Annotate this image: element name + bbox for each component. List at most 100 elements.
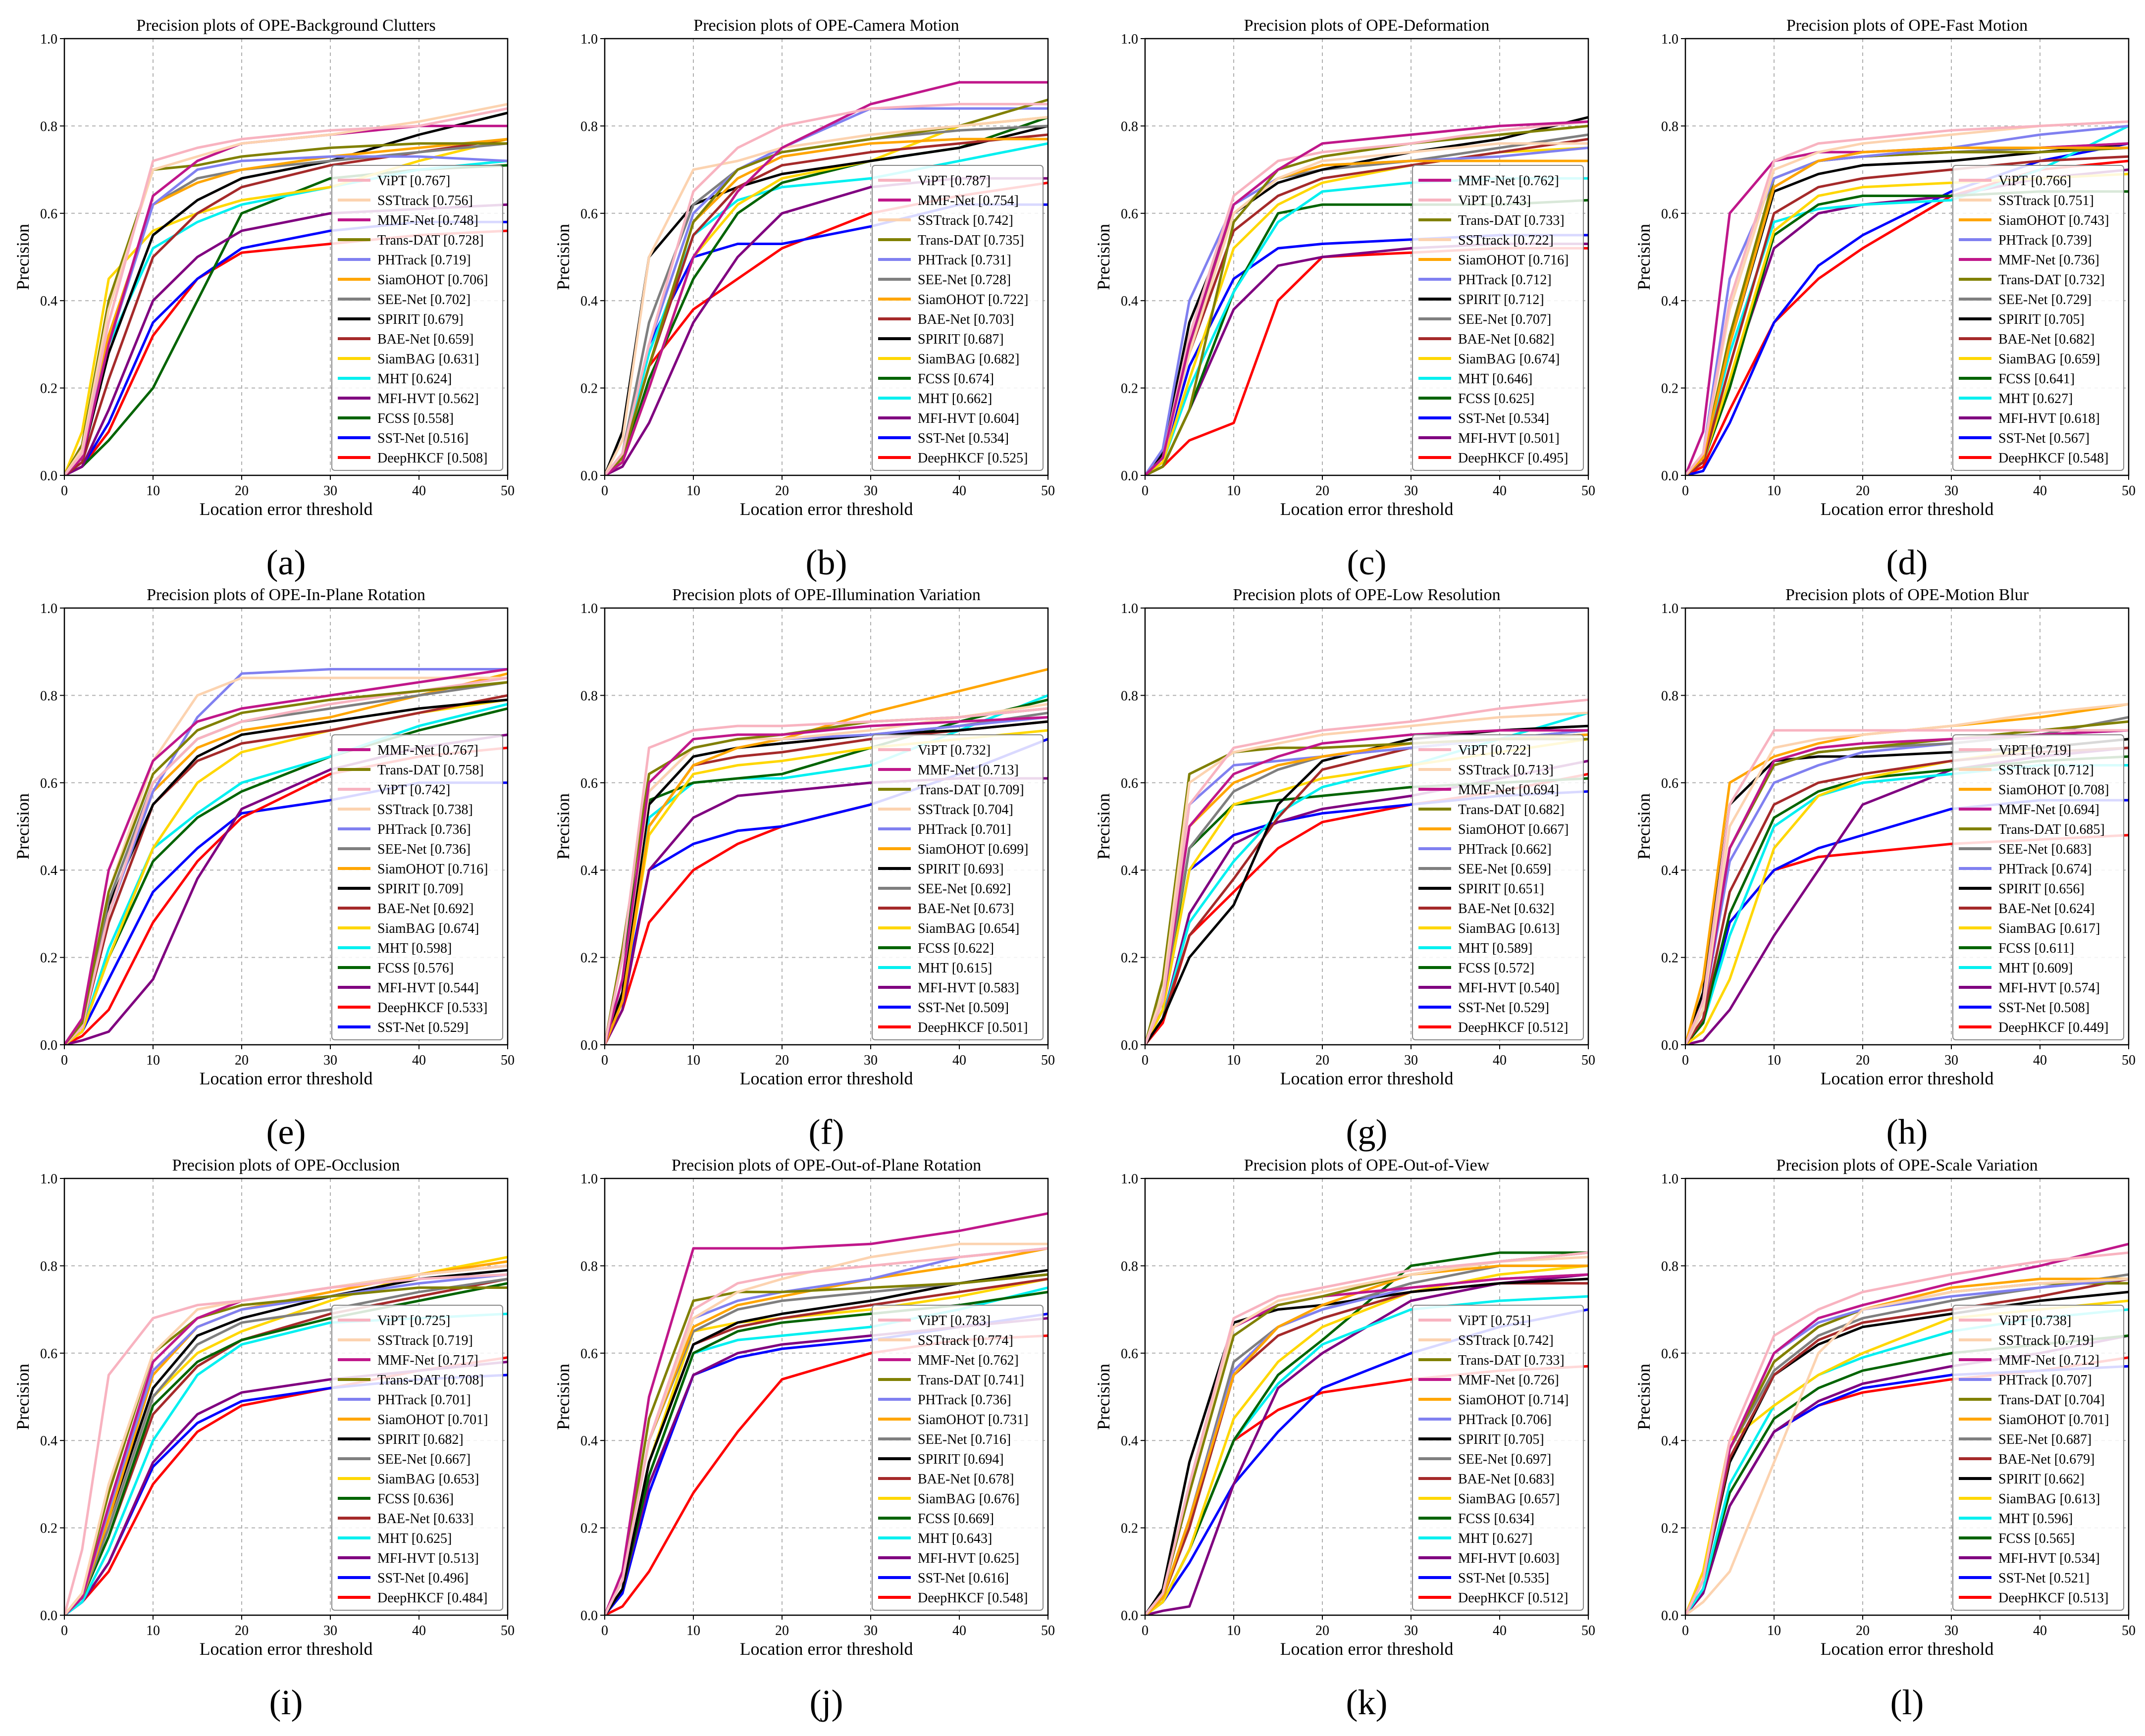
- legend: ViPT [0.787] MMF-Net [0.754] SSTtrack [0.7…: [872, 165, 1044, 471]
- legend-entry: MFI-HVT [0.583]: [918, 980, 1019, 996]
- legend-entry: MFI-HVT [0.540]: [1458, 980, 1560, 996]
- panel-label: (j): [810, 1683, 843, 1722]
- legend-entry: MFI-HVT [0.544]: [377, 980, 479, 996]
- legend-entry: MMF-Net [0.762]: [1458, 173, 1559, 189]
- x-tick-label: 50: [1581, 483, 1595, 499]
- legend-entry: SiamOHOT [0.701]: [377, 1412, 488, 1428]
- x-tick-label: 20: [1315, 1623, 1329, 1638]
- x-tick-label: 50: [1041, 483, 1055, 499]
- legend-entry: BAE-Net [0.682]: [1998, 332, 2094, 347]
- legend-entry: ViPT [0.738]: [1998, 1313, 2071, 1328]
- series-line-mmf-net: [1145, 120, 1588, 475]
- y-tick-label: 0.8: [1661, 119, 1678, 134]
- y-tick-label: 0.6: [1661, 1346, 1678, 1362]
- legend-entry: PHTrack [0.731]: [918, 253, 1011, 268]
- legend-box: [872, 165, 1044, 471]
- chart-panel-3: 0 10 20 30 40 50 0.0 0.2 0.4 0.6 0.8 1.0 Precision p…: [1094, 16, 1595, 582]
- y-tick-label: 0.6: [580, 776, 598, 791]
- series-line-mmf-net: [605, 81, 1048, 475]
- legend-entry: BAE-Net [0.682]: [1458, 332, 1554, 347]
- series-line-siamohot: [1685, 703, 2129, 1045]
- legend-entry: PHTrack [0.662]: [1458, 842, 1552, 857]
- legend-entry: MMF-Net [0.694]: [1998, 802, 2099, 817]
- chart-title: Precision plots of OPE-Illumination Vari…: [672, 586, 981, 604]
- chart-panel-12: 0 10 20 30 40 50 0.0 0.2 0.4 0.6 0.8 1.0 Precision p…: [1634, 1156, 2136, 1722]
- x-tick-label: 40: [2033, 483, 2047, 499]
- panel-label: (i): [269, 1683, 303, 1722]
- legend-entry: SPIRIT [0.694]: [918, 1452, 1004, 1467]
- y-tick-label: 0.8: [40, 119, 57, 134]
- legend-entry: Trans-DAT [0.733]: [1458, 213, 1565, 228]
- legend-entry: MHT [0.598]: [377, 941, 452, 956]
- legend-entry: DeepHKCF [0.501]: [918, 1020, 1028, 1035]
- legend-entry: SEE-Net [0.707]: [1458, 312, 1551, 327]
- series-line-vipt: [1685, 120, 2129, 475]
- legend-entry: ViPT [0.787]: [918, 173, 991, 189]
- x-tick-label: 20: [235, 1053, 249, 1068]
- legend-box: [331, 165, 503, 471]
- series-line-ssttrack: [1685, 703, 2129, 1045]
- legend-entry: FCSS [0.611]: [1998, 941, 2074, 956]
- legend-entry: SSTtrack [0.751]: [1998, 193, 2094, 208]
- legend-entry: SSTtrack [0.719]: [1998, 1333, 2094, 1348]
- series-line-vipt: [64, 1273, 508, 1615]
- x-tick-label: 40: [952, 483, 966, 499]
- series-line-mmf-net: [64, 668, 508, 1045]
- chart-panel-6: 0 10 20 30 40 50 0.0 0.2 0.4 0.6 0.8 1.0 Precision p…: [553, 586, 1055, 1152]
- legend-entry: SST-Net [0.534]: [918, 431, 1009, 446]
- legend-entry: SPIRIT [0.705]: [1458, 1432, 1544, 1447]
- series-line-mmf-net: [605, 1212, 1048, 1615]
- panel-label: (c): [1347, 543, 1387, 582]
- series-line-spirit: [1145, 1277, 1588, 1615]
- legend-entry: FCSS [0.625]: [1458, 391, 1534, 407]
- y-tick-label: 0.6: [40, 206, 57, 222]
- legend-entry: BAE-Net [0.692]: [377, 901, 473, 917]
- legend-entry: SPIRIT [0.656]: [1998, 881, 2085, 897]
- legend-entry: MMF-Net [0.767]: [377, 743, 478, 758]
- legend-entry: SiamBAG [0.613]: [1458, 921, 1560, 936]
- x-tick-label: 0: [601, 1053, 608, 1068]
- y-tick-label: 0.0: [1661, 1038, 1678, 1053]
- chart-title: Precision plots of OPE-Fast Motion: [1786, 16, 2028, 35]
- legend-box: [1952, 1305, 2124, 1611]
- plot-frame: [1684, 1177, 2130, 1616]
- panel-label: (g): [1346, 1112, 1388, 1152]
- plot-frame: [604, 607, 1049, 1046]
- series-line-mmf-net: [605, 716, 1048, 1045]
- legend-entry: Trans-DAT [0.709]: [918, 782, 1024, 798]
- x-tick-label: 10: [1227, 1623, 1241, 1638]
- y-tick-label: 0.4: [1121, 294, 1138, 309]
- y-tick-label: 0.0: [1661, 1608, 1678, 1624]
- legend-entry: SSTtrack [0.774]: [918, 1333, 1013, 1348]
- y-tick-label: 0.4: [1661, 863, 1678, 878]
- series-line-ssttrack: [64, 102, 508, 475]
- panel-label: (e): [266, 1112, 306, 1152]
- legend-entry: SST-Net [0.529]: [377, 1020, 469, 1035]
- x-tick-label: 20: [775, 483, 789, 499]
- x-tick-label: 30: [1944, 1623, 1958, 1638]
- series-line-mfi-hvt: [1145, 1273, 1588, 1615]
- legend-entry: SST-Net [0.616]: [918, 1571, 1009, 1586]
- legend-entry: SPIRIT [0.682]: [377, 1432, 464, 1447]
- y-tick-label: 0.6: [1121, 206, 1138, 222]
- legend-entry: SiamBAG [0.653]: [377, 1472, 479, 1487]
- legend-entry: SiamBAG [0.657]: [1458, 1491, 1560, 1507]
- y-tick-label: 0.0: [1121, 1608, 1138, 1624]
- x-tick-label: 0: [61, 1623, 68, 1638]
- legend-entry: SEE-Net [0.702]: [377, 292, 471, 307]
- x-tick-label: 0: [601, 483, 608, 499]
- legend-entry: PHTrack [0.739]: [1998, 233, 2092, 248]
- chart-panel-4: 0 10 20 30 40 50 0.0 0.2 0.4 0.6 0.8 1.0 Precision p…: [1634, 16, 2136, 582]
- legend-entry: SiamBAG [0.631]: [377, 352, 479, 367]
- y-tick-label: 0.2: [1661, 1521, 1678, 1536]
- x-tick-label: 20: [1856, 1053, 1870, 1068]
- chart-title: Precision plots of OPE-Occlusion: [172, 1156, 400, 1174]
- legend-entry: Trans-DAT [0.758]: [377, 763, 484, 778]
- x-tick-label: 20: [1856, 1623, 1870, 1638]
- legend-entry: BAE-Net [0.632]: [1458, 901, 1554, 917]
- y-tick-label: 0.8: [580, 1259, 598, 1274]
- chart-panel-7: 0 10 20 30 40 50 0.0 0.2 0.4 0.6 0.8 1.0 Precision p…: [1094, 586, 1595, 1152]
- x-tick-label: 40: [1493, 1623, 1507, 1638]
- legend-entry: SiamOHOT [0.743]: [1998, 213, 2109, 228]
